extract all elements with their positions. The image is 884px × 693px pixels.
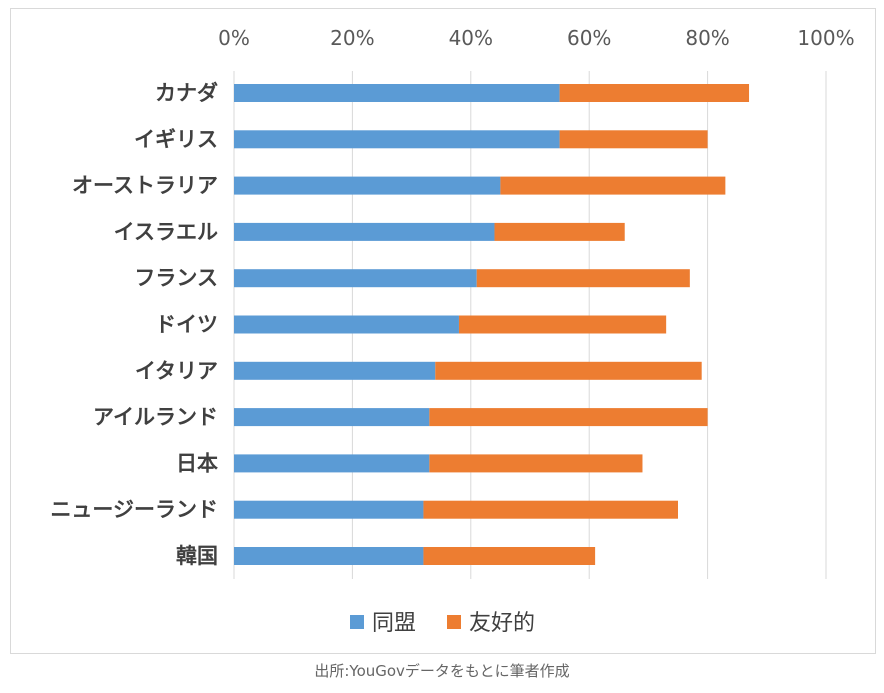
- bar-segment-friendly: [559, 130, 708, 149]
- bar-segment-alliance: [234, 130, 560, 149]
- category-label: アイルランド: [93, 405, 218, 429]
- bar-segment-friendly: [429, 408, 708, 427]
- category-label: フランス: [134, 266, 218, 290]
- x-tick-label: 0%: [218, 26, 250, 50]
- bar-segment-alliance: [234, 500, 424, 519]
- bar-segment-alliance: [234, 84, 560, 102]
- bars: [234, 84, 750, 565]
- category-label: イタリア: [135, 359, 218, 383]
- x-tick-label: 80%: [685, 26, 729, 50]
- legend-swatch-friendly: [447, 615, 461, 629]
- bar-segment-alliance: [234, 315, 459, 334]
- category-label: イギリス: [134, 127, 218, 151]
- x-axis-ticks: 0% 20% 40% 60% 80% 100%: [218, 26, 854, 50]
- bar-segment-friendly: [458, 315, 667, 334]
- bar-segment-alliance: [234, 454, 430, 473]
- x-tick-label: 40%: [449, 26, 493, 50]
- bar-segment-friendly: [494, 222, 625, 241]
- bar-segment-alliance: [234, 222, 495, 241]
- bar-segment-alliance: [234, 547, 424, 565]
- legend-swatch-alliance: [350, 615, 364, 629]
- bar-segment-alliance: [234, 361, 436, 380]
- bar-segment-alliance: [234, 269, 477, 288]
- legend-label-alliance: 同盟: [372, 611, 416, 636]
- bar-segment-alliance: [234, 176, 501, 195]
- stacked-bar-chart: 0% 20% 40% 60% 80% 100% カナダイギリスオーストラリアイスラエルフラ…: [50, 26, 854, 636]
- x-tick-label: 60%: [567, 26, 611, 50]
- bar-segment-friendly: [423, 547, 596, 565]
- legend: 同盟 友好的: [350, 611, 535, 636]
- chart-frame: 0% 20% 40% 60% 80% 100% カナダイギリスオーストラリアイスラエルフラ…: [10, 8, 876, 654]
- bar-segment-friendly: [500, 176, 726, 195]
- bar-segment-friendly: [559, 84, 750, 102]
- bar-segment-friendly: [476, 269, 690, 288]
- category-labels: カナダイギリスオーストラリアイスラエルフランスドイツイタリアアイルランド日本ニュ…: [50, 81, 218, 568]
- source-caption: 出所:YouGovデータをもとに筆者作成: [314, 662, 570, 680]
- category-label: イスラエル: [114, 220, 218, 244]
- x-tick-label: 20%: [330, 26, 374, 50]
- category-label: ドイツ: [155, 313, 218, 337]
- bar-segment-friendly: [423, 500, 678, 519]
- category-label: 日本: [176, 451, 218, 475]
- bar-segment-alliance: [234, 408, 430, 427]
- category-label: ニュージーランド: [50, 498, 218, 522]
- bar-segment-friendly: [435, 361, 702, 380]
- bar-segment-friendly: [429, 454, 643, 473]
- x-tick-label: 100%: [797, 26, 854, 50]
- category-label: 韓国: [176, 544, 218, 568]
- legend-label-friendly: 友好的: [469, 611, 535, 636]
- category-label: カナダ: [155, 81, 218, 105]
- category-label: オーストラリア: [72, 174, 218, 198]
